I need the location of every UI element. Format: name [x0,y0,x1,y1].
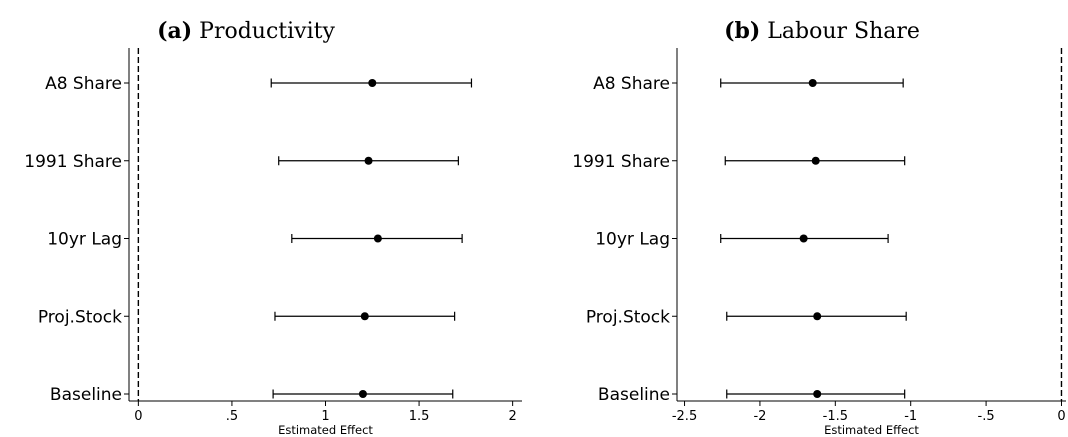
point-estimate [364,156,373,165]
category-label: A8 Share [45,74,122,94]
point-estimate [813,312,822,321]
point-estimate [808,79,817,87]
x-tick-label: 0 [134,409,142,424]
x-tick-label: 2 [509,409,517,424]
point-estimate [358,390,367,398]
x-tick-label: -2 [753,409,766,424]
category-label: A8 Share [593,74,670,94]
panel-title: Labour Share [767,19,920,44]
x-tick-label: -2.5 [672,409,697,424]
category-label: Proj.Stock [38,307,122,327]
x-tick-label: .5 [226,409,238,424]
panel-title: Productivity [199,19,335,44]
category-label: 10yr Lag [47,230,122,250]
x-tick-label: 1 [321,409,329,424]
panel-title-productivity: (a) Productivity [157,18,335,44]
panel-title-labour-share: (b) Labour Share [724,18,920,44]
x-axis-label: Estimated Effect [824,423,919,437]
x-tick-label: 0 [1057,409,1065,424]
point-estimate [811,156,820,165]
point-estimate [368,79,377,87]
x-tick-label: -1.5 [823,409,848,424]
point-estimate [813,390,822,398]
x-tick-label: -.5 [978,409,995,424]
panel-labour-share: (b) Labour Share -2.5 -2 -1.5 -1 -.5 0 Estimate… [572,18,1066,437]
x-tick-label: 1.5 [409,409,430,424]
point-estimate [373,234,382,243]
category-label: Baseline [50,385,122,405]
category-label: 1991 Share [24,152,122,172]
panel-label: (a) [157,18,192,44]
point-estimate [360,312,369,321]
point-estimate [799,234,808,243]
category-label: 1991 Share [572,152,670,172]
category-label: 10yr Lag [595,230,670,250]
panel-productivity: (a) Productivity 0 .5 1 1.5 2 Estimated Effect… [24,18,522,437]
x-axis-label: Estimated Effect [278,423,373,437]
category-label: Baseline [598,385,670,405]
category-label: Proj.Stock [586,307,670,327]
panel-label: (b) [724,18,760,44]
x-tick-label: -1 [904,409,917,424]
